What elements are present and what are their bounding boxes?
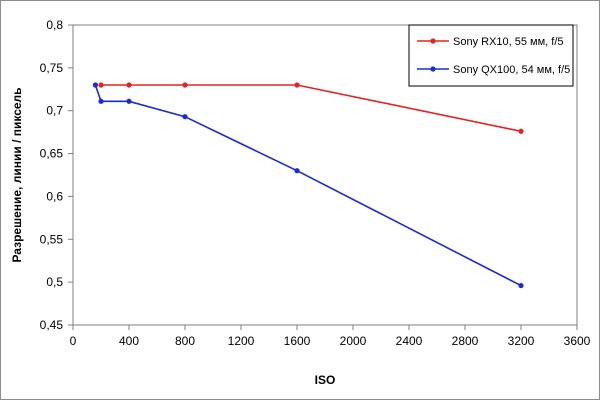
- y-tick-label: 0,5: [46, 275, 63, 289]
- series-1-point: [518, 128, 524, 134]
- x-tick-label: 1600: [284, 334, 311, 348]
- series-1-point: [126, 82, 132, 88]
- x-tick-label: 3600: [564, 334, 591, 348]
- x-tick-label: 2400: [396, 334, 423, 348]
- y-tick-label: 0,45: [40, 318, 64, 332]
- series-2-point: [98, 98, 104, 104]
- series-1-point: [294, 82, 300, 88]
- series-2-point: [518, 282, 524, 289]
- x-axis-title: ISO: [315, 373, 336, 387]
- series-2-point: [294, 168, 300, 174]
- y-tick-label: 0,8: [46, 18, 63, 32]
- legend-label-2: Sony QX100, 54 мм, f/5: [453, 64, 570, 76]
- legend-marker-1: [430, 38, 436, 44]
- series-1-point: [98, 82, 104, 88]
- legend-label-1: Sony RX10, 55 мм, f/5: [453, 36, 564, 48]
- x-tick-label: 400: [119, 334, 139, 348]
- series-layer: [92, 82, 524, 289]
- x-tick-label: 2000: [340, 334, 367, 348]
- legend-marker-2: [430, 66, 436, 72]
- y-tick-label: 0,55: [40, 232, 64, 246]
- series-line-2: [94, 84, 522, 287]
- y-axis-title: Разрешение, линии / пиксель: [10, 87, 24, 262]
- ticks-layer: 0 400 800 1200 1600 2000 2400 2800 3200 3600 0,45 0…: [40, 18, 591, 348]
- x-tick-label: 800: [175, 334, 195, 348]
- y-tick-label: 0,75: [40, 61, 64, 75]
- series-2-point: [92, 82, 98, 88]
- y-tick-label: 0,65: [40, 147, 64, 161]
- series-2-point: [182, 114, 188, 120]
- x-tick-label: 3200: [508, 334, 535, 348]
- y-tick-label: 0,7: [46, 104, 63, 118]
- legend: Sony RX10, 55 мм, f/5 Sony QX100, 54 мм, …: [408, 24, 574, 87]
- x-tick-label: 0: [70, 334, 77, 348]
- y-tick-label: 0,6: [46, 189, 63, 203]
- series-1-point: [182, 82, 188, 88]
- series-2-point: [126, 98, 132, 104]
- x-tick-label: 2800: [452, 334, 479, 348]
- legend-box: [408, 24, 574, 87]
- x-tick-label: 1200: [228, 334, 255, 348]
